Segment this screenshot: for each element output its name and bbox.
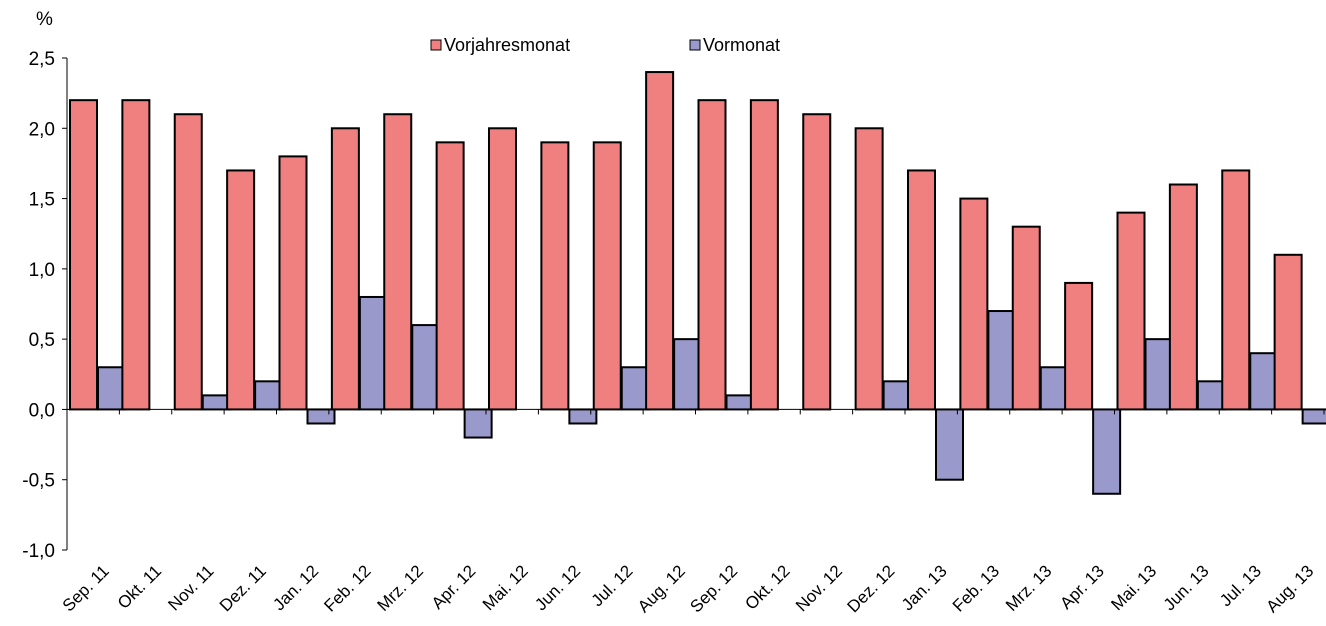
x-tick-label: Jul. 13 (1216, 561, 1265, 610)
bar-vormonat (1196, 380, 1226, 411)
y-tick-label: -0,5 (22, 471, 55, 492)
bar-vormonat (97, 366, 126, 411)
x-tick-label: Jun. 13 (1160, 561, 1213, 614)
bar-vorjahresmonat (959, 197, 989, 411)
x-tick-label: Dez. 12 (844, 561, 899, 616)
bar-vorjahresmonat (121, 99, 151, 411)
x-tick-label: Aug. 12 (634, 561, 689, 616)
x-tick-label: Apr. 13 (1056, 561, 1108, 613)
bar-vorjahresmonat (435, 141, 465, 411)
x-tick-label: Sep. 12 (686, 561, 741, 616)
y-tick-label: 2,5 (29, 49, 55, 70)
legend-item-vormonat: Vormonat (689, 35, 780, 55)
x-tick-label: Jul. 12 (588, 561, 637, 610)
bar-vorjahresmonat (1168, 183, 1198, 411)
y-tick-label: 0,0 (29, 400, 55, 421)
x-tick-label: Feb. 12 (320, 561, 374, 615)
bar-vorjahresmonat (592, 141, 622, 411)
x-tick-label: Mrz. 12 (374, 561, 428, 615)
legend-label: Vorjahresmonat (444, 35, 570, 55)
bar-vormonat (882, 380, 912, 411)
bar-vorjahresmonat (1011, 225, 1041, 411)
bar-vormonat (463, 408, 493, 439)
bar-vormonat (411, 324, 441, 411)
bar-vorjahresmonat (226, 169, 256, 411)
bar-vormonat (1092, 408, 1122, 495)
bar-vormonat (1039, 366, 1069, 411)
x-tick-label: Dez. 11 (216, 561, 270, 615)
bar-vormonat (358, 295, 388, 411)
bar-vormonat (1301, 408, 1326, 425)
bar-vormonat (1249, 352, 1279, 411)
bar-vorjahresmonat (1116, 211, 1146, 411)
y-tick-label: 1,0 (29, 260, 55, 281)
y-unit-label: % (36, 9, 53, 30)
x-tick-label: Feb. 13 (949, 561, 1003, 615)
x-tick-label: Nov. 12 (792, 561, 846, 615)
y-tick-label: 2,0 (29, 119, 55, 140)
x-tick-label: Okt. 11 (114, 561, 165, 612)
x-tick-label: Sep. 11 (59, 561, 113, 615)
bar-vorjahresmonat (802, 113, 832, 411)
bar-vorjahresmonat (1273, 253, 1303, 411)
x-tick-label: Jan. 13 (898, 561, 951, 614)
y-tick-label: -1,0 (22, 541, 55, 562)
bar-vorjahresmonat (383, 113, 413, 411)
x-tick-label: Mrz. 13 (1002, 561, 1056, 615)
bar-vorjahresmonat (173, 113, 203, 411)
bar-vormonat (673, 338, 703, 411)
bar-vorjahresmonat (854, 127, 884, 411)
legend-swatch (430, 39, 442, 51)
y-axis-ticks: -1,0 -0,5 0,0 0,5 1,0 1,5 2,0 2,5 (22, 49, 67, 562)
x-tick-label: Okt. 12 (741, 561, 793, 613)
bar-vormonat (254, 380, 284, 411)
x-tick-label: Mai. 13 (1107, 561, 1160, 614)
x-tick-label: Mai. 12 (479, 561, 532, 614)
bar-vormonat (306, 408, 336, 425)
bar-vorjahresmonat (278, 155, 308, 411)
y-tick-label: 0,5 (29, 330, 55, 351)
bar-vorjahresmonat (1064, 281, 1094, 411)
bar-vorjahresmonat (540, 141, 570, 411)
bar-vormonat (201, 394, 231, 411)
bar-vormonat (987, 310, 1017, 411)
bar-vormonat (935, 408, 964, 481)
bars (69, 71, 1326, 495)
bar-vormonat (1144, 338, 1174, 411)
bar-vormonat (725, 394, 755, 411)
legend: Vorjahresmonat Vormonat (430, 35, 780, 55)
bar-vormonat (620, 366, 650, 411)
x-tick-label: Jun. 12 (531, 561, 584, 614)
x-tick-label: Apr. 12 (428, 561, 480, 613)
legend-label: Vormonat (703, 35, 780, 55)
bar-vorjahresmonat (1221, 169, 1251, 411)
legend-item-vorjahresmonat: Vorjahresmonat (430, 35, 570, 55)
bar-vorjahresmonat (907, 169, 936, 411)
x-tick-label: Jan. 12 (269, 561, 322, 614)
bar-vorjahresmonat (330, 127, 360, 411)
x-tick-label: Aug. 13 (1263, 561, 1318, 616)
legend-swatch (689, 39, 701, 51)
x-tick-label: Nov. 11 (164, 561, 217, 614)
bar-vorjahresmonat (69, 99, 98, 411)
bar-vorjahresmonat (488, 127, 517, 411)
bar-vorjahresmonat (645, 71, 675, 411)
bar-vorjahresmonat (697, 99, 727, 411)
bar-vorjahresmonat (749, 99, 779, 411)
bar-vormonat (568, 408, 598, 425)
y-tick-label: 1,5 (29, 190, 55, 211)
